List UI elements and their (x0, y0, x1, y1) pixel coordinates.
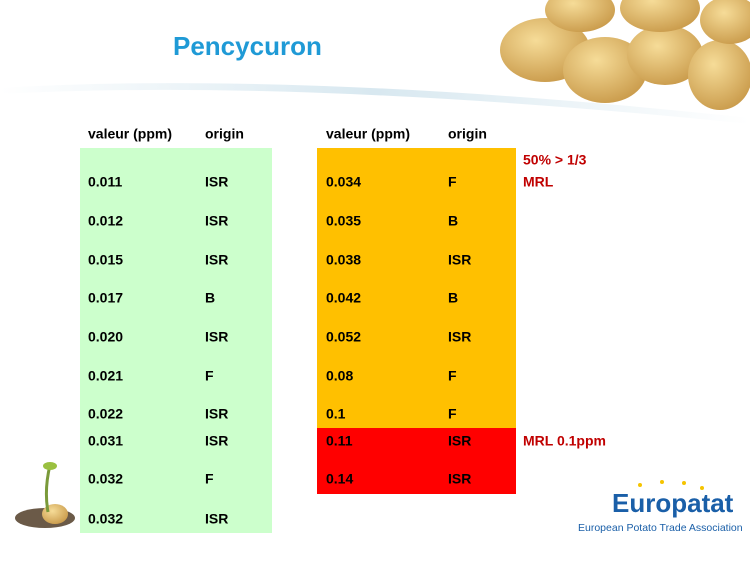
tables: valeur (ppm) origin 0.011 ISR 0.012 ISR 0.015 I… (80, 126, 606, 533)
table-cell: 0.015 (88, 252, 123, 268)
table-cell: ISR (205, 252, 228, 268)
table-cell: ISR (448, 252, 471, 268)
annotation: 50% > 1/3 (523, 152, 587, 168)
table-cell: 0.031 (88, 433, 123, 449)
table-cell: 0.021 (88, 368, 123, 384)
table-cell: 0.1 (326, 406, 346, 422)
table-cell: B (448, 290, 458, 306)
table-cell: F (205, 368, 214, 384)
table-cell: 0.038 (326, 252, 361, 268)
table-cell: 0.11 (326, 433, 353, 449)
column-header: valeur (ppm) (326, 126, 410, 142)
table-cell: ISR (205, 433, 228, 449)
table-cell: F (448, 174, 457, 190)
table-background (80, 148, 272, 533)
table-cell: ISR (448, 471, 471, 487)
table-cell: 0.08 (326, 368, 353, 384)
table-cell: F (205, 471, 214, 487)
logo-name: Europatat (612, 488, 734, 518)
table-cell: ISR (205, 511, 228, 527)
table-cell: 0.012 (88, 213, 123, 229)
column-header: valeur (ppm) (88, 126, 172, 142)
table-cell: B (205, 290, 215, 306)
row-group-background (317, 428, 516, 494)
table-cell: B (448, 213, 458, 229)
annotation: MRL (523, 174, 554, 190)
table-cell: ISR (205, 406, 228, 422)
table-cell: 0.032 (88, 511, 123, 527)
slide-title: Pencycuron (173, 31, 322, 61)
table-cell: 0.034 (326, 174, 361, 190)
potatoes (500, 0, 750, 110)
table-cell: ISR (205, 213, 228, 229)
table-cell: 0.011 (88, 174, 122, 190)
table-cell: ISR (448, 433, 471, 449)
table-cell: 0.020 (88, 329, 123, 345)
header-wave (0, 83, 750, 124)
table-cell: 0.042 (326, 290, 361, 306)
table-cell: 0.017 (88, 290, 123, 306)
table-cell: F (448, 406, 457, 422)
table-cell: 0.035 (326, 213, 361, 229)
table-cell: 0.052 (326, 329, 361, 345)
column-header: origin (448, 126, 487, 142)
column-header: origin (205, 126, 244, 142)
table-cell: F (448, 368, 457, 384)
annotation: MRL 0.1ppm (523, 433, 606, 449)
table-cell: 0.032 (88, 471, 123, 487)
sprout-illustration (15, 462, 75, 528)
table-cell: ISR (448, 329, 471, 345)
table-cell: 0.022 (88, 406, 123, 422)
logo-tagline: European Potato Trade Association (578, 522, 743, 534)
table-cell: ISR (205, 174, 228, 190)
table-cell: ISR (205, 329, 228, 345)
logo: Europatat European Potato Trade Associat… (578, 480, 743, 534)
table-cell: 0.14 (326, 471, 353, 487)
row-group-background (317, 148, 516, 428)
